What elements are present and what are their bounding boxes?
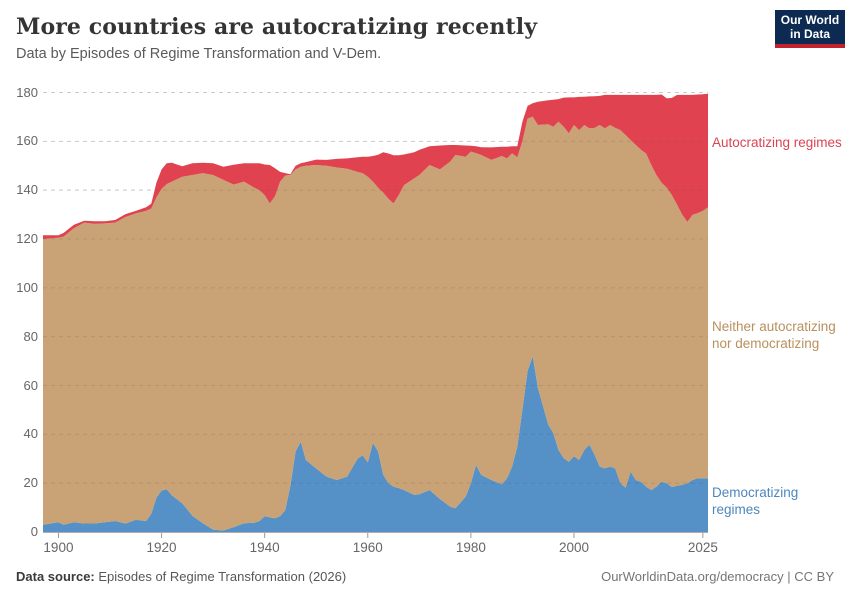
data-source-label: Data source:	[16, 569, 95, 584]
y-tick-label: 120	[16, 231, 38, 246]
x-tick-label: 1940	[249, 540, 280, 555]
y-tick-label: 160	[16, 133, 38, 149]
x-tick-label: 1900	[43, 540, 74, 555]
x-tick-label: 1960	[352, 540, 383, 555]
x-tick-label: 1920	[146, 540, 177, 555]
area-autocratizing	[43, 93, 708, 239]
y-tick-label: 40	[23, 426, 38, 442]
owid-logo-line1: Our World	[780, 12, 840, 27]
owid-logo-line2: in Data	[789, 27, 830, 41]
y-tick-label: 60	[23, 377, 38, 393]
series-label-democratizing: Democratizing regimes	[712, 485, 799, 517]
y-tick-label: 20	[23, 475, 38, 491]
area-neither	[43, 116, 708, 531]
y-tick-label: 100	[16, 279, 38, 295]
data-source-note: Data source: Episodes of Regime Transfor…	[16, 569, 346, 584]
owid-logo[interactable]: Our World in Data	[775, 10, 845, 48]
series-label-autocratizing: Autocratizing regimes	[712, 135, 842, 150]
y-tick-label: 0	[30, 524, 38, 539]
x-tick-label: 2025	[687, 540, 718, 555]
y-tick-label: 180	[16, 84, 38, 100]
chart-subtitle: Data by Episodes of Regime Transformatio…	[16, 46, 382, 62]
y-tick-label: 80	[23, 328, 38, 344]
credit-link[interactable]: OurWorldinData.org/democracy	[601, 569, 784, 584]
y-tick-label: 140	[16, 182, 38, 198]
x-tick-label: 1980	[455, 540, 486, 555]
credit-license: | CC BY	[783, 569, 834, 584]
chart-title: More countries are autocratizing recentl…	[16, 14, 538, 40]
x-tick-label: 2000	[558, 540, 589, 555]
series-label-neither: Neither autocratizing nor democratizing	[712, 319, 836, 351]
credit-note: OurWorldinData.org/democracy | CC BY	[601, 569, 834, 584]
data-source-value: Episodes of Regime Transformation (2026)	[94, 569, 347, 584]
area-democratizing	[43, 356, 708, 532]
